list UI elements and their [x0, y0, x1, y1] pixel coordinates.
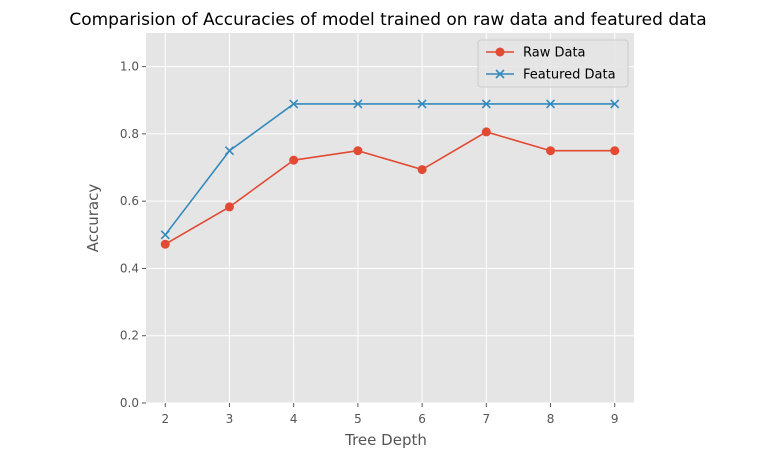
data-point — [224, 202, 234, 212]
data-point — [545, 99, 556, 109]
y-axis-label: Accuracy — [84, 184, 102, 253]
y-tick-label: 0.6 — [120, 194, 139, 208]
x-tick-label: 4 — [290, 412, 298, 426]
y-axis-ticks: 0.0 0.2 0.4 0.6 0.8 1.0 — [120, 60, 146, 410]
x-axis-label: Tree Depth — [344, 431, 427, 449]
series-layer — [160, 99, 620, 249]
data-point — [224, 146, 235, 156]
data-point — [610, 146, 620, 156]
data-point — [481, 99, 491, 109]
plot-area — [146, 33, 634, 403]
data-point — [289, 99, 299, 109]
legend-marker — [495, 47, 505, 57]
data-point — [481, 127, 491, 137]
data-point — [353, 99, 363, 109]
legend-item: Featured Data — [486, 68, 616, 83]
data-point — [353, 146, 363, 156]
y-tick-label: 1.0 — [120, 60, 139, 74]
y-tick-label: 0.0 — [120, 396, 139, 410]
legend-marker — [495, 69, 505, 79]
legend-label: Raw Data — [523, 46, 586, 61]
data-point — [417, 165, 427, 175]
x-tick-label: 2 — [161, 412, 169, 426]
data-point — [417, 99, 427, 109]
legend-label: Featured Data — [523, 68, 616, 83]
data-point — [160, 239, 170, 249]
chart-title: Comparision of Accuracies of model train… — [69, 10, 706, 30]
data-point — [289, 155, 299, 165]
x-tick-label: 9 — [611, 412, 619, 426]
series-line — [164, 103, 615, 236]
data-point — [160, 230, 170, 240]
x-tick-label: 8 — [547, 412, 555, 426]
x-tick-label: 7 — [482, 412, 490, 426]
y-tick-label: 0.4 — [120, 261, 139, 275]
x-tick-label: 3 — [226, 412, 234, 426]
x-tick-label: 5 — [354, 412, 362, 426]
legend-box — [477, 39, 629, 88]
x-tick-label: 6 — [418, 412, 426, 426]
legend: Raw Data Featured Data — [477, 39, 629, 88]
y-tick-label: 0.2 — [120, 329, 139, 343]
y-tick-label: 0.8 — [120, 127, 139, 141]
data-point — [610, 99, 620, 109]
series-line — [164, 131, 615, 245]
data-point — [546, 146, 556, 156]
legend-item: Raw Data — [486, 46, 586, 61]
x-axis-ticks: 2 3 4 5 6 7 8 9 — [161, 403, 619, 426]
